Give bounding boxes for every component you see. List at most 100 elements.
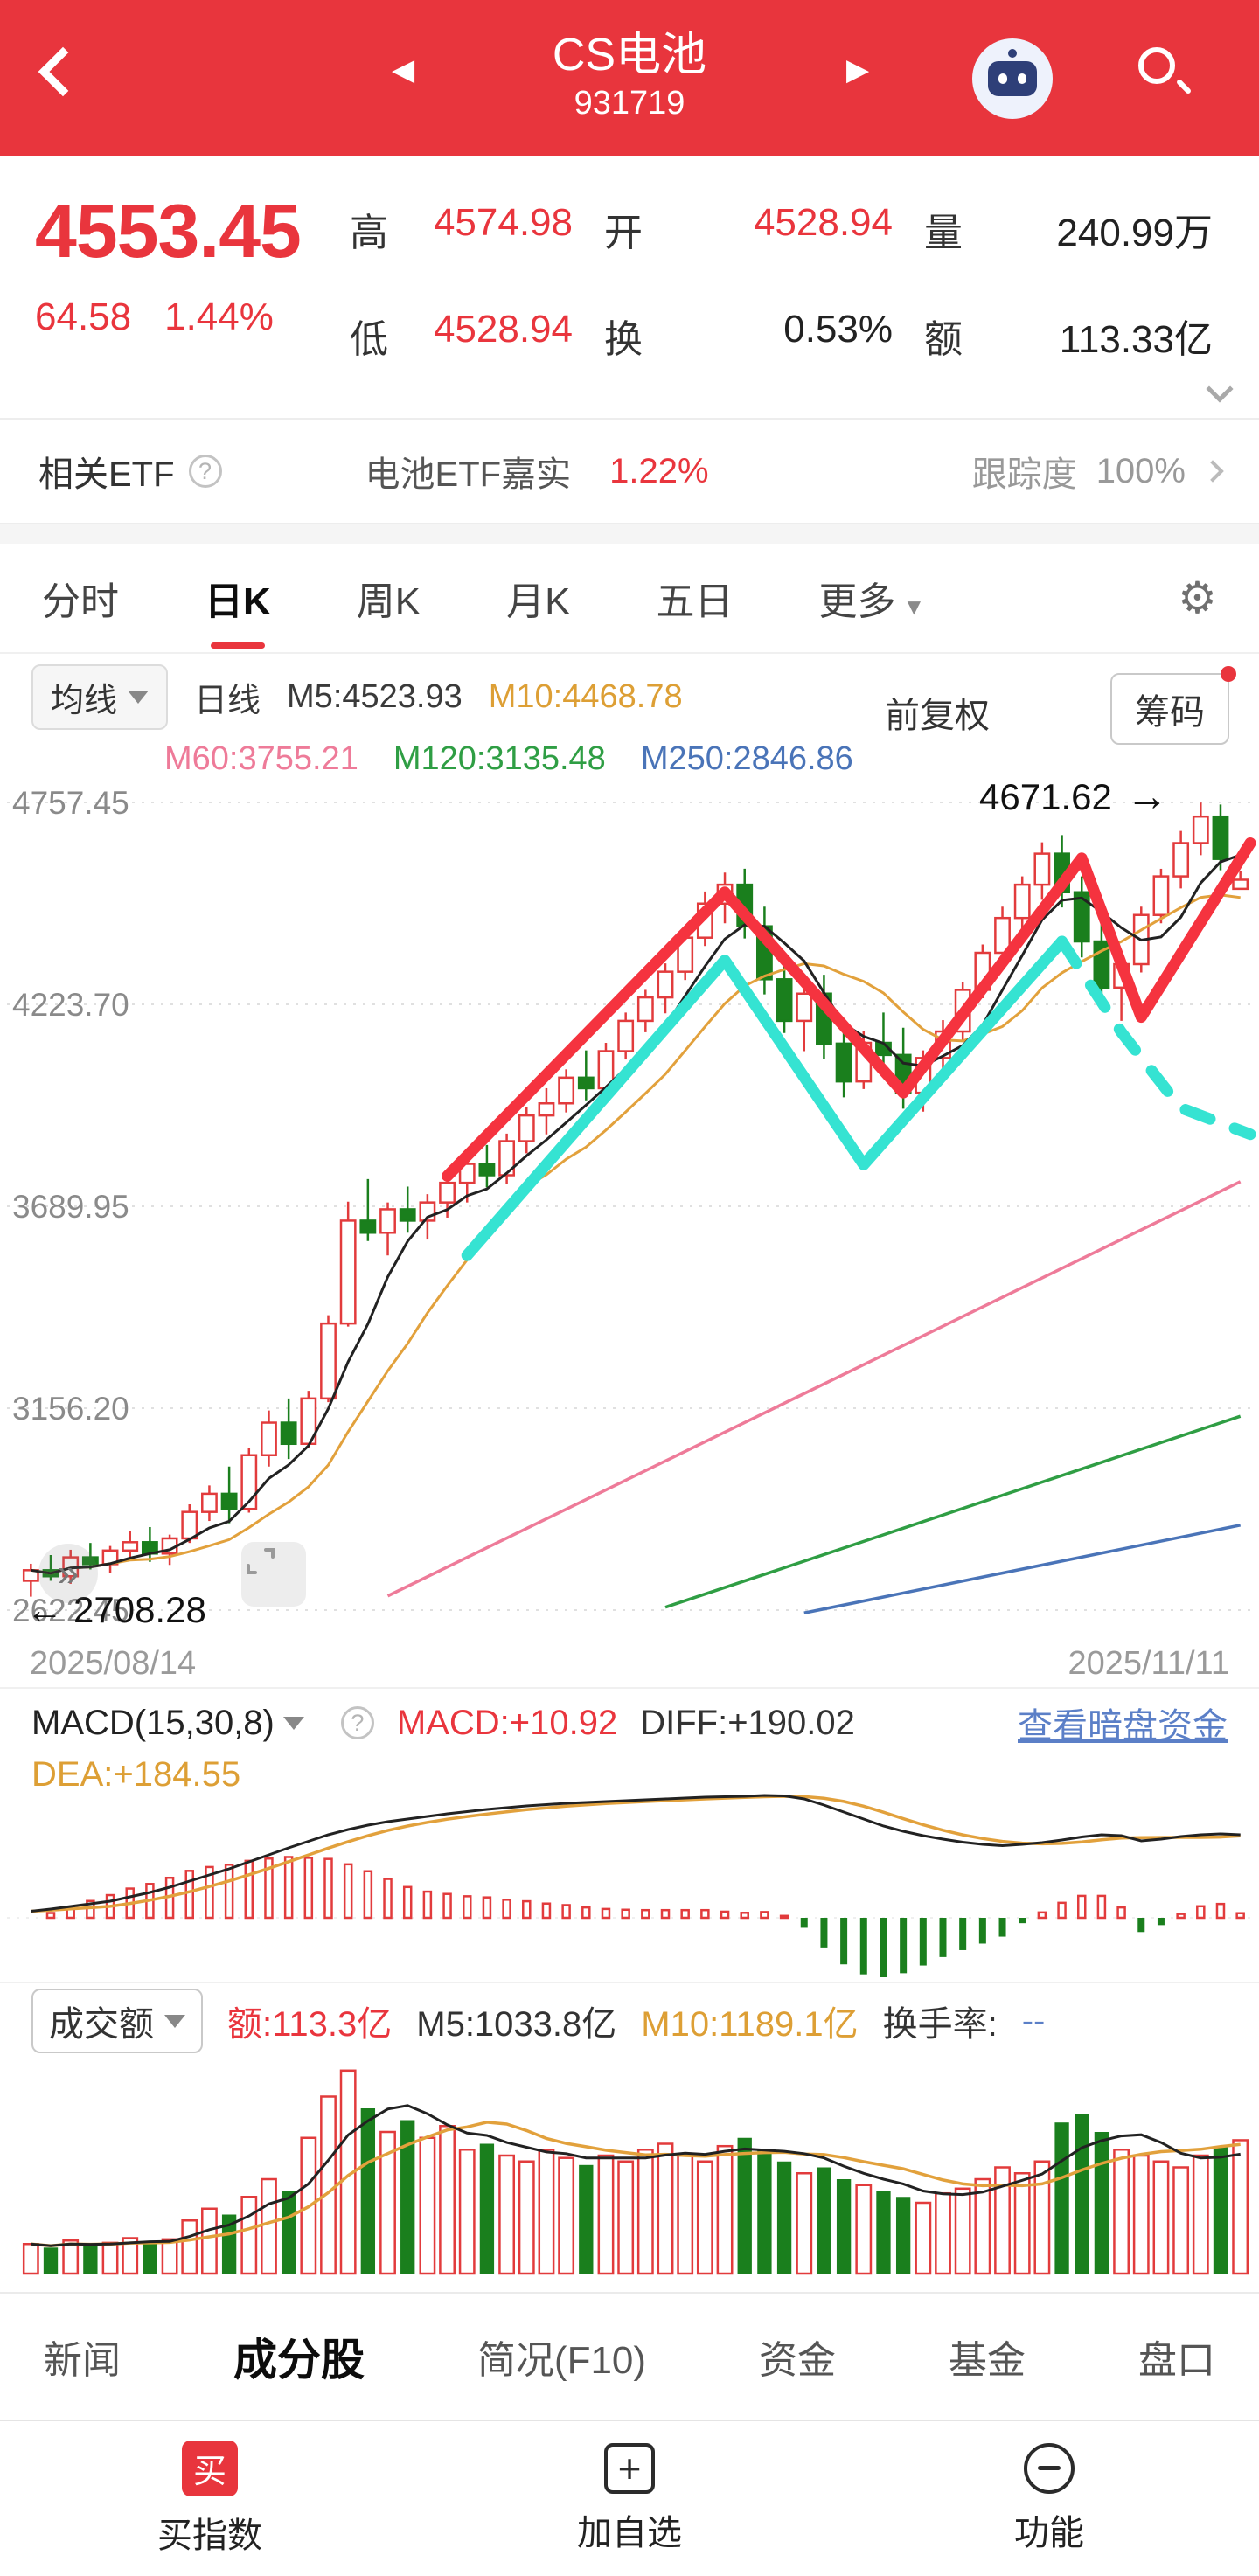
chevron-down-icon [128,691,150,704]
tab-monthly-k[interactable]: 月K [506,580,571,623]
tab-news[interactable]: 新闻 [44,2339,121,2382]
svg-text:4757.45: 4757.45 [12,785,129,821]
quote-stats: 高 4574.98 开 4528.94 量 240.99万 低 4528.94 … [350,194,1235,418]
section-gap [0,524,1259,544]
buy-index-icon: 买 [182,2440,238,2496]
ma60-value: M60:3755.21 [164,740,358,777]
macd-indicator-dropdown[interactable]: MACD(15,30,8) [31,1704,304,1743]
line-type-label: 日线 [194,683,261,719]
ma250-value: M250:2846.86 [640,740,853,777]
back-icon[interactable] [38,46,88,97]
help-icon[interactable]: ? [188,455,222,488]
prev-stock-icon[interactable]: ◀ [392,53,415,87]
stock-code: 931719 [574,85,685,122]
amount-value: 额:113.3亿 [227,2005,393,2044]
ma10-value: M10:4468.78 [488,678,683,715]
turnover-label: 换手率: [882,2005,998,2044]
stat-turnover: 换 0.53% [604,308,893,361]
chips-button[interactable]: 筹码 [1110,666,1236,745]
dea-value: DEA:+184.55 [31,1755,241,1794]
add-watchlist-icon: + [604,2442,655,2494]
etf-name: 电池ETF嘉实 [365,455,572,494]
stat-low: 低 4528.94 [350,308,573,361]
tab-funds[interactable]: 基金 [949,2339,1026,2382]
chevron-right-icon[interactable] [1201,460,1224,483]
ma5-value: M5:4523.93 [287,678,463,715]
volume-svg[interactable] [0,2059,1259,2281]
date-end: 2025/11/11 [1068,1645,1229,1682]
tab-daily-k[interactable]: 日K [205,558,271,649]
ma-dropdown-button[interactable]: 均线 [31,664,169,730]
high-annotation: 4671.62 → [979,774,1168,820]
notification-dot [1221,666,1236,682]
vol-m10-value: M10:1189.1亿 [641,2005,859,2044]
candlestick-chart[interactable]: 4757.45 4223.70 3689.95 3156.20 2622.45 4671… [0,760,1259,1645]
bottom-navbar: 买 买指数 + 加自选 功能 [0,2420,1259,2576]
stat-amount: 额 113.33亿 [924,318,1213,361]
title-block: CS电池 931719 [553,30,706,125]
search-icon[interactable] [1133,42,1194,103]
stat-open: 开 4528.94 [604,201,893,254]
fast-forward-button[interactable]: » [38,1544,98,1603]
macd-help-icon[interactable]: ? [340,1706,374,1739]
tracking-value: 100% [1096,451,1186,490]
turnover-value: -- [1021,2001,1046,2040]
ma120-value: M120:3135.48 [393,740,606,777]
tab-profile-f10[interactable]: 简况(F10) [476,2339,647,2382]
add-watchlist-button[interactable]: + 加自选 [498,2442,761,2555]
tab-order-book[interactable]: 盘口 [1137,2339,1215,2382]
svg-text:3156.20: 3156.20 [12,1391,129,1427]
volume-indicator-dropdown[interactable]: 成交额 [31,1989,203,2053]
svg-text:2622.45: 2622.45 [12,1593,129,1628]
buy-index-button[interactable]: 买 买指数 [79,2440,341,2558]
macd-value: MACD:+10.92 [396,1703,618,1742]
app-header: ◀ CS电池 931719 ▶ [0,0,1259,156]
date-start: 2025/08/14 [30,1645,197,1682]
chevron-down-icon [164,2014,185,2028]
ma-legend: 均线 日线 M5:4523.93 M10:4468.78 M60:3755.21… [0,654,1259,777]
dark-pool-link[interactable]: 查看暗盘资金 [1018,1707,1228,1746]
change-value: 64.58 [35,295,132,338]
stat-volume: 量 240.99万 [924,212,1213,254]
tab-weekly-k[interactable]: 周K [356,580,421,623]
tab-funds-flow[interactable]: 资金 [759,2339,837,2382]
svg-text:4223.70: 4223.70 [12,987,129,1023]
price-block: 4553.45 64.58 1.44% [35,194,350,418]
assistant-robot-icon[interactable] [972,38,1053,119]
diff-value: DIFF:+190.02 [640,1703,855,1742]
section-gap [0,2285,1259,2292]
macd-svg[interactable] [0,1787,1259,1979]
content-tabs: 新闻 成分股 简况(F10) 资金 基金 盘口 [0,2292,1259,2420]
etf-label: 相关ETF [38,455,175,494]
volume-panel: 成交额 额:113.3亿 M5:1033.8亿 M10:1189.1亿 换手率:… [0,1982,1259,2285]
etf-tracking: 跟踪度 100% [971,446,1224,496]
stat-high: 高 4574.98 [350,201,573,254]
tracking-label: 跟踪度 [971,455,1077,494]
related-etf-bar[interactable]: 相关ETF ? 电池ETF嘉实 1.22% 跟踪度 100% [0,418,1259,524]
adjust-mode-button[interactable]: 前复权 [885,697,990,735]
functions-button[interactable]: 功能 [918,2442,1180,2555]
quote-expand-icon[interactable] [1206,375,1236,406]
arrow-right-icon: → [1125,774,1168,820]
fullscreen-button[interactable] [241,1542,306,1607]
etf-info[interactable]: 电池ETF嘉实 1.22% [365,446,709,496]
tab-five-day[interactable]: 五日 [656,580,734,623]
tab-minute[interactable]: 分时 [42,580,119,623]
price-change: 64.58 1.44% [35,295,350,339]
svg-text:3689.95: 3689.95 [12,1189,129,1225]
macd-panel: MACD(15,30,8) ? MACD:+10.92 DIFF:+190.02… [0,1687,1259,1982]
page-title: CS电池 [552,30,707,81]
etf-change-percent: 1.22% [609,451,709,490]
vol-m5-value: M5:1033.8亿 [416,2005,617,2044]
tab-more[interactable]: 更多 ▼ [818,580,926,623]
fullscreen-icon [247,1548,275,1574]
last-price: 4553.45 [35,190,302,274]
gear-icon[interactable]: ⚙ [1178,573,1217,622]
volume-header: 成交额 额:113.3亿 M5:1033.8亿 M10:1189.1亿 换手率:… [0,1983,1259,2059]
tab-constituents[interactable]: 成分股 [233,2336,365,2385]
next-stock-icon[interactable]: ▶ [846,53,870,87]
quote-panel: 4553.45 64.58 1.44% 高 4574.98 开 4528.94 … [0,156,1259,418]
candlestick-svg[interactable]: 4757.45 4223.70 3689.95 3156.20 2622.45 [0,760,1259,1645]
functions-icon [1024,2442,1075,2494]
